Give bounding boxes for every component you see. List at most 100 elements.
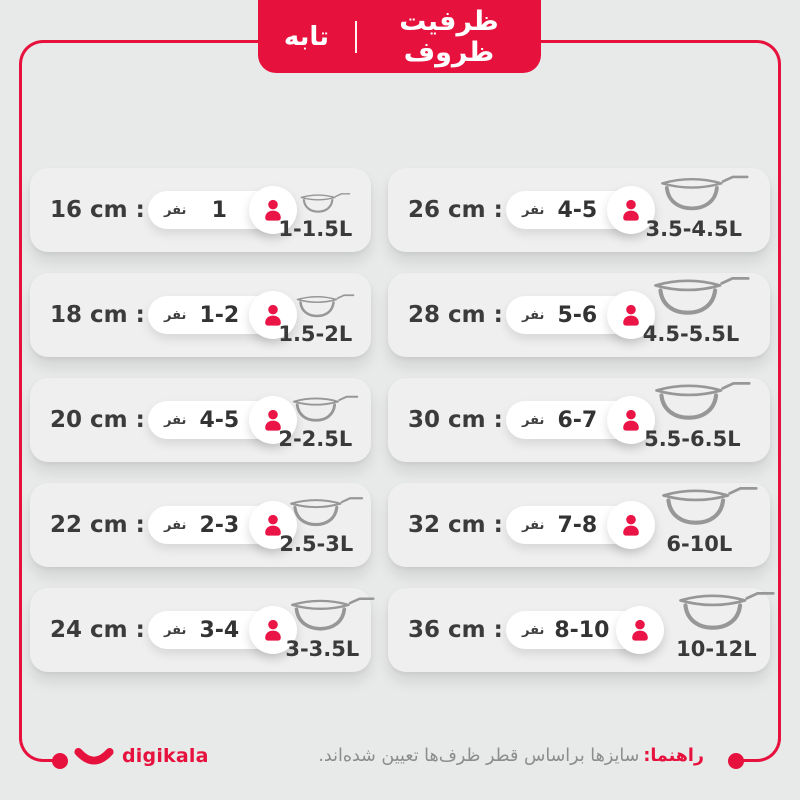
pan-capacity-block: 2-2.5L [278, 378, 362, 462]
frame-dot-left [52, 753, 68, 769]
frame-line-right-tail [739, 716, 781, 762]
pan-icon [288, 594, 376, 636]
size-card-18cm: 18 cm : نفر 1-2 1.5-2L [30, 273, 371, 357]
persons-count: 4-5 [557, 197, 598, 223]
persons-count: 1 [211, 197, 227, 223]
pan-capacity-block: 4.5-5.5L [643, 273, 752, 357]
pan-capacity-block: 3.5-4.5L [646, 168, 753, 252]
persons-count: 5-6 [557, 302, 598, 328]
size-card-24cm: 24 cm : نفر 3-4 3-3.5L [30, 588, 371, 672]
frame-line-right [541, 40, 781, 740]
persons-pill: نفر 8-10 [506, 606, 665, 654]
pan-icon [658, 172, 750, 216]
capacity-label: 4.5-5.5L [642, 322, 740, 346]
person-icon [249, 291, 298, 339]
pan-size-label: 16 cm : [50, 197, 145, 223]
size-card-26cm: 26 cm : نفر 4-5 3.5-4.5L [388, 168, 770, 252]
person-icon [607, 396, 656, 444]
persons-unit-label: نفر [522, 622, 545, 638]
persons-pill: نفر 5-6 [506, 291, 656, 339]
header-badge: ظرفیت ظروف تابه [258, 0, 541, 73]
pan-icon [646, 378, 758, 426]
persons-count: 4-5 [199, 407, 240, 433]
persons-count: 1-2 [199, 302, 240, 328]
digikala-logo: digikala [74, 744, 209, 768]
persons-pill: نفر 1-2 [148, 291, 298, 339]
person-icon [249, 396, 298, 444]
capacity-label: 5.5-6.5L [644, 427, 741, 451]
size-card-30cm: 30 cm : نفر 6-7 5.5-6.5L [388, 378, 770, 462]
size-card-22cm: 22 cm : نفر 2-3 2.5-3L [30, 483, 371, 567]
persons-pill: نفر 3-4 [148, 606, 298, 654]
pan-size-label: 30 cm : [408, 407, 503, 433]
pan-icon [646, 483, 772, 531]
capacity-label: 2.5-3L [279, 532, 354, 556]
persons-unit-label: نفر [164, 622, 187, 638]
persons-unit-label: نفر [164, 202, 187, 218]
persons-pill: نفر 2-3 [148, 501, 298, 549]
capacity-label: 1.5-2L [278, 322, 353, 346]
pan-size-label: 20 cm : [50, 407, 145, 433]
pan-size-label: 18 cm : [50, 302, 145, 328]
pan-icon [299, 191, 351, 216]
persons-count: 6-7 [557, 407, 598, 433]
guide-text: سایزها براساس قطر ظرف‌ها تعیین شده‌اند. [318, 746, 640, 766]
person-icon [249, 501, 298, 549]
pan-capacity-block: 10-12L [655, 588, 797, 672]
size-card-20cm: 20 cm : نفر 4-5 2-2.5L [30, 378, 371, 462]
persons-count: 2-3 [199, 512, 240, 538]
capacity-label: 3.5-4.5L [645, 217, 743, 241]
badge-divider [354, 20, 357, 53]
pan-size-label: 26 cm : [408, 197, 503, 223]
person-icon [249, 186, 298, 234]
persons-unit-label: نفر [164, 412, 187, 428]
persons-unit-label: نفر [522, 202, 545, 218]
pan-capacity-block: 1-1.5L [278, 168, 362, 252]
persons-count: 7-8 [557, 512, 598, 538]
badge-category: تابه [283, 21, 329, 52]
pan-size-label: 24 cm : [50, 617, 145, 643]
size-card-36cm: 36 cm : نفر 8-10 10-12L [388, 588, 770, 672]
pan-icon [650, 273, 752, 321]
persons-pill: نفر 7-8 [506, 501, 656, 549]
capacity-label: 3-3.5L [285, 637, 360, 661]
size-card-32cm: 32 cm : نفر 7-8 6-10L [388, 483, 770, 567]
pan-size-label: 28 cm : [408, 302, 503, 328]
persons-unit-label: نفر [522, 412, 545, 428]
pan-capacity-block: 1.5-2L [278, 273, 362, 357]
frame-dot-right [728, 753, 744, 769]
persons-count: 3-4 [199, 617, 240, 643]
pan-capacity-block: 3-3.5L [285, 588, 376, 672]
persons-unit-label: نفر [164, 517, 187, 533]
digikala-wordmark: digikala [122, 745, 209, 767]
persons-pill: نفر 4-5 [148, 396, 298, 444]
badge-title: ظرفیت ظروف [399, 5, 499, 68]
size-card-28cm: 28 cm : نفر 5-6 4.5-5.5L [388, 273, 770, 357]
persons-pill: نفر 1 [148, 186, 298, 234]
persons-unit-label: نفر [522, 517, 545, 533]
size-card-16cm: 16 cm : نفر 1 1-1.5L [30, 168, 371, 252]
capacity-label: 1-1.5L [278, 217, 353, 241]
frame-line-left [19, 40, 259, 740]
digikala-smile-icon [74, 748, 114, 765]
pan-size-label: 36 cm : [408, 617, 503, 643]
guide-label: راهنما: [643, 746, 704, 766]
persons-pill: نفر 4-5 [506, 186, 656, 234]
pan-icon [655, 588, 797, 636]
persons-count: 8-10 [554, 617, 610, 643]
pan-icon [288, 494, 364, 531]
pan-size-label: 32 cm : [408, 512, 503, 538]
pan-capacity-block: 2.5-3L [279, 483, 364, 567]
size-cards-grid: 16 cm : نفر 1 1-1.5L 26 cm : نفر 4-5 3.5… [30, 168, 770, 672]
capacity-label: 2-2.5L [278, 427, 353, 451]
capacity-label: 10-12L [676, 637, 757, 661]
person-icon [249, 606, 298, 654]
person-icon [607, 291, 656, 339]
pan-capacity-block: 6-10L [646, 483, 772, 567]
pan-size-label: 22 cm : [50, 512, 145, 538]
person-icon [607, 501, 656, 549]
pan-icon [291, 393, 359, 426]
capacity-label: 6-10L [666, 532, 733, 556]
frame-line-left-tail [19, 716, 61, 762]
persons-unit-label: نفر [164, 307, 187, 323]
